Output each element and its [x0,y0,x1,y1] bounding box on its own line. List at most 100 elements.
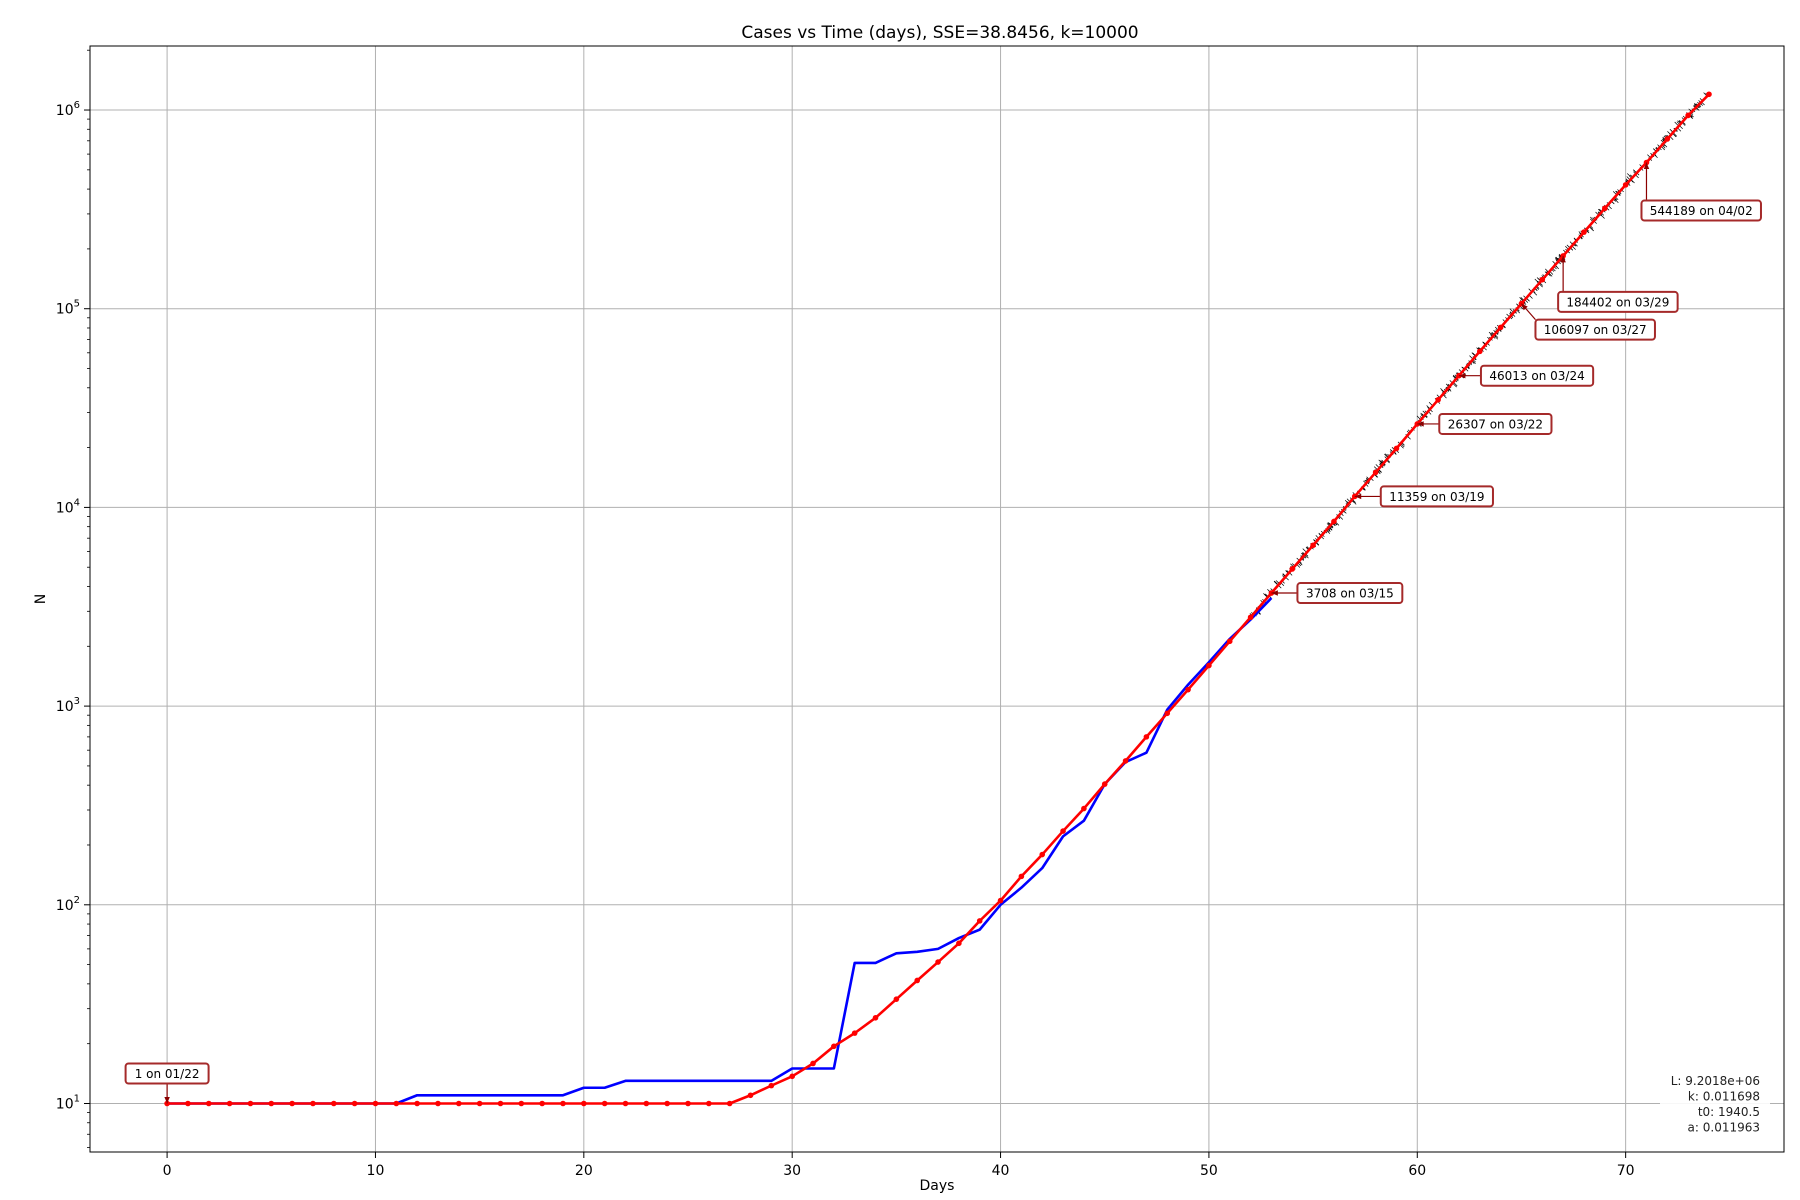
fitted-point [414,1100,420,1107]
x-tick-label: 10 [367,1163,385,1179]
y-axis-label: N [33,594,49,604]
x-tick-label: 30 [783,1163,801,1179]
sample-mark [1453,383,1457,388]
fitted-point [747,1092,754,1099]
fitted-point [1476,348,1483,355]
annotation-arrowhead [164,1097,170,1104]
fitted-point [1081,805,1087,812]
fitted-point [560,1100,566,1107]
annotation-arrowhead [1417,421,1424,427]
fitted-point [1310,542,1316,549]
series-layer [164,91,1712,1107]
fitted-point [1018,873,1025,880]
y-tick-label: 103 [56,696,80,715]
x-tick-label: 50 [1200,1163,1218,1179]
fitted-point [456,1100,462,1107]
fitted-point [935,959,941,965]
fitted-point [956,940,962,947]
annotation-arrowhead [1458,372,1466,379]
annotations: 1 on 01/22 3708 on 03/15 11359 on 03/19 263… [124,162,1762,1104]
grid [90,46,1784,1152]
fitted-point [1664,136,1671,142]
fitted-point [393,1100,400,1107]
ticks: 0 10 20 30 40 50 60 70 101 102 103 104 105 106 [56,49,1635,1179]
sample-mark [1443,394,1447,399]
fitted-point [476,1100,483,1107]
fitted-point [893,996,900,1002]
annotation-box [1534,318,1656,341]
fitted-point [664,1100,670,1107]
fitted-point [789,1073,795,1080]
fitted-point [289,1100,295,1107]
fitted-point [372,1100,379,1107]
fitted-point [226,1100,233,1107]
fitted-point [706,1100,712,1107]
fitted-point [351,1100,358,1107]
fitted-point [1372,469,1379,476]
plot-frame [89,45,1785,1153]
annotation-arrowhead [1643,162,1650,169]
fitted-point [330,1100,337,1107]
fitted-point [268,1100,275,1107]
fitted-point [831,1043,837,1050]
fitted-point [1226,638,1233,645]
fitted-point [581,1100,587,1107]
fitted-point [1101,781,1108,787]
fitted-point [247,1100,254,1107]
annotation-label: 544189 on 04/02 [1650,204,1753,218]
annotation-arrowhead [1354,493,1362,500]
annotation: 11359 on 03/19 [1354,485,1494,508]
fitted-point [997,897,1004,904]
fitted-point [205,1100,212,1107]
fitted-point [914,977,921,984]
sample-mark [1672,133,1677,138]
y-tick-label: 106 [56,100,80,119]
fitted-point [1706,91,1712,98]
x-tick-label: 40 [992,1163,1010,1179]
params-background [1660,1068,1770,1136]
fitted-point [1497,324,1504,331]
fitted-point [726,1100,733,1107]
y-tick-label: 104 [56,497,80,516]
fitted-point [1143,734,1150,740]
fitted-point [1685,112,1691,119]
fitted-point [1206,662,1212,669]
annotation-box [1640,199,1762,222]
annotation-label: 11359 on 03/19 [1389,490,1484,504]
sample-mark [1352,500,1357,505]
sample-mark [1274,580,1278,585]
fitted-point [185,1100,191,1107]
x-axis-label: Days [920,1178,955,1194]
annotation: 3708 on 03/15 [1271,582,1404,605]
fitted-point [601,1100,608,1107]
fitted-point [1456,372,1462,379]
annotation-arrowhead [1271,590,1278,596]
fitted-point [768,1082,775,1089]
sample-mark [1302,548,1307,553]
sample-mark [1572,246,1576,250]
fitted-point [685,1100,691,1107]
fitted-point [1435,397,1441,403]
sample-mark [1384,453,1388,458]
fitted-point [1185,686,1191,693]
fitted-point [622,1100,629,1107]
fitted-point [1247,614,1254,621]
fitted-point [1581,229,1587,235]
fitted-point [539,1100,545,1107]
chart-title: Cases vs Time (days), SSE=38.8456, k=100… [741,23,1138,43]
fitted-point [976,918,983,924]
x-tick-label: 20 [575,1163,593,1179]
annotation: 544189 on 04/02 [1640,162,1762,222]
param-line: a: 0.011963 [1688,1121,1760,1135]
fitted-point [1622,182,1629,188]
annotation-box [1438,412,1553,435]
fitted-point [872,1014,879,1021]
annotation: 106097 on 03/27 [1521,303,1656,341]
sample-mark [1539,283,1543,288]
annotation: 46013 on 03/24 [1458,364,1595,387]
sample-mark [1663,143,1668,148]
annotation-label: 106097 on 03/27 [1544,323,1647,337]
